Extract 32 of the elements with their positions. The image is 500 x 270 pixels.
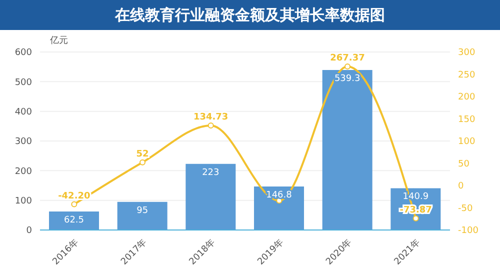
y2-tick-label: 150 [458, 114, 476, 125]
y2-tick-label: -50 [458, 204, 473, 214]
point [412, 215, 419, 222]
y2-tick-label: 0 [458, 182, 464, 192]
chart-title: 在线教育行业融资金额及其增长率数据图 [0, 0, 500, 30]
y-axis-title: 亿元 [50, 35, 68, 47]
data-label: 95 [136, 206, 148, 216]
data-label: 62.5 [64, 215, 84, 226]
y2-tick-label: 50 [458, 159, 470, 170]
y-tick-label: 300 [14, 137, 32, 148]
y2-tick-label: 300 [458, 48, 476, 58]
y2-tick-label: 100 [458, 137, 476, 148]
point [344, 64, 350, 70]
data-label: 267.37 [330, 54, 365, 64]
y-tick-label: 400 [14, 108, 32, 118]
y-tick-label: 500 [14, 78, 32, 88]
bar [186, 164, 236, 230]
y-tick-label: 600 [14, 48, 32, 58]
y2-tick-label: 250 [458, 70, 476, 80]
point [71, 201, 78, 208]
point [140, 159, 146, 166]
y2-tick-label: 200 [458, 92, 476, 103]
y-tick-label: 100 [14, 196, 32, 207]
point [208, 122, 214, 129]
data-label: 134.73 [193, 112, 228, 123]
bar [322, 70, 372, 230]
data-label: 52 [136, 149, 149, 160]
y-tick-label: 200 [14, 166, 32, 177]
data-label: 223 [202, 168, 220, 178]
y2-tick-label: -100 [458, 226, 479, 236]
data-label: 539.3 [334, 74, 360, 84]
y-tick-label: 0 [26, 226, 32, 236]
